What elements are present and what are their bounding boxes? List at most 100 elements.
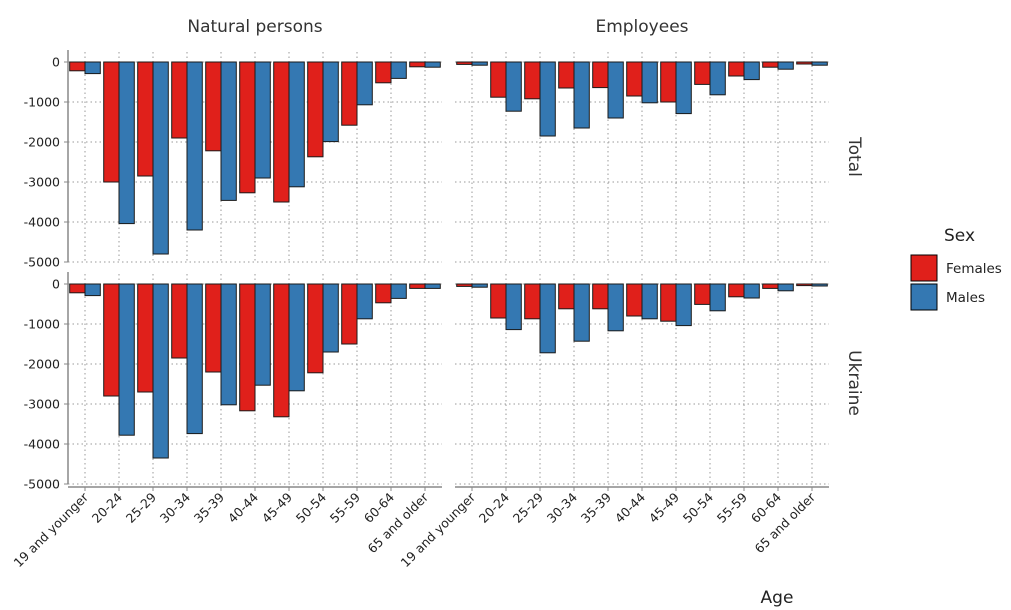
facet-title-employees: Employees	[595, 17, 688, 37]
bar-males-20-24	[505, 283, 522, 331]
x-tick-label-45-49: 45-49	[259, 489, 295, 525]
x-tick-label-35-39: 35-39	[578, 489, 614, 525]
bar-males-20-24	[505, 61, 522, 112]
y-tick-label: -4000	[24, 437, 60, 452]
bar-females-45-49	[660, 61, 677, 103]
bar-males-25-29	[152, 283, 169, 459]
x-tick-label-20-24: 20-24	[476, 489, 512, 525]
x-tick-label-55-59: 55-59	[327, 489, 363, 525]
bar-females-20-24	[103, 283, 120, 397]
bar-females-50-54	[307, 61, 324, 158]
bar-males-40-44	[641, 283, 658, 320]
bar-males-35-39	[220, 283, 237, 406]
bar-females-20-24	[490, 61, 507, 98]
x-tick-label-50-54: 50-54	[293, 489, 329, 525]
bar-males-30-34	[573, 283, 590, 342]
bar-females-40-44	[239, 61, 256, 194]
x-tick-label-25-29: 25-29	[123, 489, 159, 525]
bar-females-40-44	[239, 283, 256, 412]
bar-females-60-64	[375, 283, 392, 304]
bar-males-19-and-younger	[84, 283, 101, 297]
legend-title: Sex	[944, 226, 975, 246]
bar-males-35-39	[607, 283, 624, 332]
legend-label-males: Males	[946, 290, 985, 306]
bar-females-50-54	[307, 283, 324, 374]
legend-swatch-females	[910, 254, 938, 282]
bar-females-55-59	[728, 283, 745, 298]
bar-females-19-and-younger	[69, 283, 86, 294]
y-tick-label: -2000	[24, 135, 60, 150]
bar-females-30-34	[558, 61, 575, 89]
x-tick-label-40-44: 40-44	[612, 489, 648, 525]
y-tick-label: -5000	[24, 255, 60, 270]
bar-males-50-54	[322, 283, 339, 353]
bar-females-60-64	[375, 61, 392, 84]
bar-males-25-29	[152, 61, 169, 255]
x-tick-label-20-24: 20-24	[89, 489, 125, 525]
bar-males-60-64	[777, 61, 794, 70]
bar-females-60-64	[762, 283, 779, 289]
bar-males-20-24	[118, 61, 135, 225]
bar-females-55-59	[341, 61, 358, 126]
bar-males-30-34	[573, 61, 590, 129]
bar-males-20-24	[118, 283, 135, 436]
panel-employees-ukraine: 19 and younger20-2425-2930-3435-3940-444…	[397, 274, 829, 570]
bar-females-45-49	[660, 283, 677, 322]
bar-males-30-34	[186, 283, 203, 435]
bar-males-30-34	[186, 61, 203, 231]
x-tick-label-50-54: 50-54	[680, 489, 716, 525]
y-tick-label: -5000	[24, 477, 60, 492]
x-tick-label-30-34: 30-34	[157, 489, 193, 525]
bar-males-55-59	[356, 61, 373, 106]
bar-males-65-and-older	[811, 61, 828, 66]
bar-males-50-54	[709, 61, 726, 96]
y-tick-label: -4000	[24, 215, 60, 230]
strip-label-ukraine: Ukraine	[844, 350, 864, 416]
bar-females-20-24	[103, 61, 120, 183]
bar-females-30-34	[558, 283, 575, 310]
x-tick-label-19-and-younger: 19 and younger	[10, 489, 91, 570]
bar-females-45-49	[273, 283, 290, 418]
bar-females-19-and-younger	[69, 61, 86, 72]
bar-females-30-34	[171, 283, 188, 359]
x-tick-label-55-59: 55-59	[714, 489, 750, 525]
bar-females-35-39	[592, 61, 609, 89]
bar-females-19-and-younger	[456, 61, 473, 65]
legend-label-females: Females	[946, 261, 1002, 277]
y-tick-label: -1000	[24, 317, 60, 332]
bar-males-55-59	[356, 283, 373, 320]
bar-females-45-49	[273, 61, 290, 203]
bar-males-50-54	[709, 283, 726, 312]
bar-females-65-and-older	[796, 283, 813, 287]
bar-females-35-39	[592, 283, 609, 310]
bar-females-55-59	[341, 283, 358, 345]
bar-females-65-and-older	[409, 283, 426, 289]
y-tick-label: 0	[52, 55, 60, 70]
bar-males-65-and-older	[811, 283, 828, 287]
bar-females-35-39	[205, 283, 222, 373]
bar-males-45-49	[288, 61, 305, 188]
bar-males-45-49	[675, 61, 692, 115]
bar-males-35-39	[607, 61, 624, 119]
bar-females-25-29	[524, 61, 541, 100]
bar-females-50-54	[694, 61, 711, 85]
bar-males-45-49	[675, 283, 692, 327]
strip-label-total: Total	[844, 136, 864, 177]
y-tick-label: -2000	[24, 357, 60, 372]
bar-females-40-44	[626, 61, 643, 97]
bar-females-30-34	[171, 61, 188, 139]
bar-males-35-39	[220, 61, 237, 201]
y-tick-label: -3000	[24, 397, 60, 412]
bar-females-60-64	[762, 61, 779, 68]
facet-title-natural-persons: Natural persons	[187, 17, 322, 37]
bar-females-40-44	[626, 283, 643, 317]
legend: Sex Females Males	[910, 226, 1002, 311]
bar-females-25-29	[524, 283, 541, 320]
x-tick-label-40-44: 40-44	[225, 489, 261, 525]
bar-males-60-64	[390, 61, 407, 79]
bar-males-19-and-younger	[471, 61, 488, 66]
x-tick-label-30-34: 30-34	[544, 489, 580, 525]
bar-females-19-and-younger	[456, 283, 473, 287]
